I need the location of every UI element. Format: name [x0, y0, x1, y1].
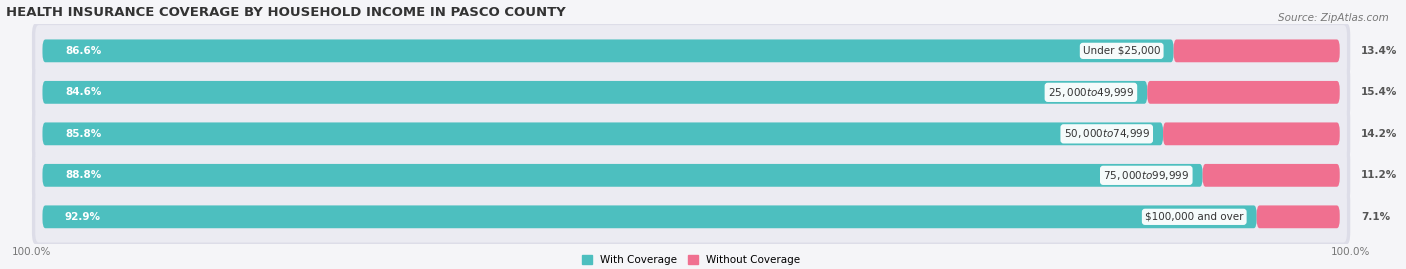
FancyBboxPatch shape: [32, 106, 1350, 162]
FancyBboxPatch shape: [42, 164, 1202, 187]
FancyBboxPatch shape: [35, 67, 1347, 118]
Text: 7.1%: 7.1%: [1361, 212, 1391, 222]
Text: 86.6%: 86.6%: [65, 46, 101, 56]
Text: 14.2%: 14.2%: [1361, 129, 1398, 139]
Text: $75,000 to $99,999: $75,000 to $99,999: [1104, 169, 1189, 182]
FancyBboxPatch shape: [1174, 40, 1340, 62]
FancyBboxPatch shape: [42, 122, 1163, 145]
Text: 15.4%: 15.4%: [1361, 87, 1398, 97]
FancyBboxPatch shape: [32, 148, 1350, 203]
FancyBboxPatch shape: [1147, 81, 1340, 104]
Legend: With Coverage, Without Coverage: With Coverage, Without Coverage: [582, 255, 800, 265]
FancyBboxPatch shape: [1202, 164, 1340, 187]
Text: $50,000 to $74,999: $50,000 to $74,999: [1063, 127, 1150, 140]
Text: HEALTH INSURANCE COVERAGE BY HOUSEHOLD INCOME IN PASCO COUNTY: HEALTH INSURANCE COVERAGE BY HOUSEHOLD I…: [6, 6, 565, 19]
Text: 85.8%: 85.8%: [65, 129, 101, 139]
Text: Source: ZipAtlas.com: Source: ZipAtlas.com: [1278, 13, 1389, 23]
FancyBboxPatch shape: [42, 206, 1257, 228]
FancyBboxPatch shape: [32, 65, 1350, 120]
FancyBboxPatch shape: [42, 40, 1174, 62]
FancyBboxPatch shape: [1257, 206, 1340, 228]
Text: Under $25,000: Under $25,000: [1083, 46, 1160, 56]
Text: 11.2%: 11.2%: [1361, 170, 1398, 180]
Text: 13.4%: 13.4%: [1361, 46, 1398, 56]
Text: 92.9%: 92.9%: [65, 212, 101, 222]
FancyBboxPatch shape: [1163, 122, 1340, 145]
Text: $100,000 and over: $100,000 and over: [1144, 212, 1243, 222]
FancyBboxPatch shape: [32, 189, 1350, 245]
Text: 88.8%: 88.8%: [65, 170, 101, 180]
FancyBboxPatch shape: [35, 191, 1347, 243]
Text: 84.6%: 84.6%: [65, 87, 101, 97]
Text: $25,000 to $49,999: $25,000 to $49,999: [1047, 86, 1135, 99]
FancyBboxPatch shape: [35, 150, 1347, 201]
FancyBboxPatch shape: [35, 108, 1347, 160]
FancyBboxPatch shape: [42, 81, 1147, 104]
FancyBboxPatch shape: [35, 25, 1347, 77]
FancyBboxPatch shape: [32, 23, 1350, 79]
